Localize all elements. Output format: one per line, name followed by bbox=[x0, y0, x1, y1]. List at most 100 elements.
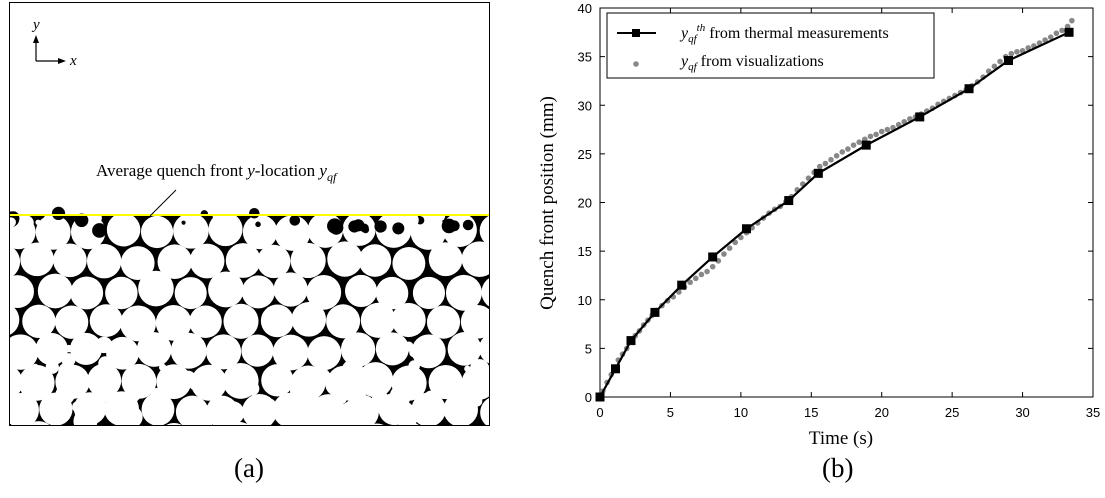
void-speck bbox=[471, 395, 483, 407]
thermal-marker bbox=[784, 196, 794, 206]
x-axis-title: Time (s) bbox=[809, 428, 873, 449]
pebble bbox=[70, 276, 104, 310]
void-speck bbox=[392, 353, 400, 361]
pebble bbox=[10, 275, 34, 309]
scatter-point bbox=[1008, 50, 1015, 57]
edge-speck bbox=[392, 222, 405, 235]
void-speck bbox=[354, 377, 372, 395]
void-speck bbox=[200, 377, 209, 386]
y-tick-label: 30 bbox=[578, 98, 592, 113]
void-speck bbox=[98, 356, 113, 371]
void-speck bbox=[298, 406, 322, 425]
pebble bbox=[291, 302, 327, 337]
void-speck bbox=[77, 340, 92, 355]
void-speck bbox=[121, 406, 143, 425]
scatter-point bbox=[1042, 37, 1048, 43]
void-speck bbox=[245, 381, 260, 396]
pebble bbox=[138, 270, 174, 307]
void-speck bbox=[159, 363, 167, 372]
void-speck bbox=[392, 392, 409, 409]
pebble bbox=[225, 243, 261, 278]
void-speck bbox=[32, 363, 39, 371]
scatter-point bbox=[732, 239, 739, 246]
void-speck bbox=[92, 407, 105, 420]
scatter-point bbox=[1053, 30, 1060, 37]
pebble bbox=[360, 302, 396, 338]
x-tick-label: 10 bbox=[734, 405, 748, 420]
void-speck bbox=[157, 375, 169, 388]
pebble bbox=[18, 364, 55, 401]
void-speck bbox=[64, 344, 73, 353]
y-tick-label: 0 bbox=[585, 390, 592, 405]
edge-speck bbox=[359, 223, 369, 233]
void-speck bbox=[347, 406, 354, 413]
scatter-point bbox=[721, 251, 727, 257]
scatter-point bbox=[1059, 27, 1065, 34]
void-speck bbox=[209, 338, 227, 356]
edge-speck bbox=[51, 206, 66, 221]
edge-speck bbox=[22, 227, 28, 233]
void-speck bbox=[61, 353, 76, 367]
scatter-point bbox=[1069, 17, 1075, 24]
thermal-marker bbox=[650, 307, 660, 317]
edge-speck bbox=[43, 214, 53, 223]
edge-speck bbox=[183, 215, 190, 223]
void-speck bbox=[274, 375, 288, 389]
edge-speck bbox=[329, 220, 344, 235]
void-speck bbox=[302, 399, 312, 409]
pebble bbox=[86, 243, 122, 279]
void-speck bbox=[97, 385, 115, 403]
pebble bbox=[340, 332, 376, 367]
pebble bbox=[208, 271, 244, 308]
void-speck bbox=[73, 409, 98, 425]
void-speck bbox=[464, 365, 471, 373]
pebble bbox=[460, 304, 489, 339]
scatter-point bbox=[833, 153, 840, 159]
pebble bbox=[22, 304, 56, 338]
void-speck bbox=[58, 362, 76, 380]
pebble bbox=[290, 242, 326, 279]
x-axis-ticks: 0 5 10 15 20 25 30 35 bbox=[596, 8, 1100, 420]
y-tick-label: 20 bbox=[578, 196, 592, 211]
void-speck bbox=[290, 382, 308, 400]
void-speck bbox=[132, 376, 154, 398]
void-speck bbox=[422, 396, 432, 405]
void-speck bbox=[409, 347, 420, 358]
scatter-point bbox=[991, 63, 998, 70]
edge-speck bbox=[181, 220, 186, 225]
void-speck bbox=[371, 391, 390, 409]
scatter-point bbox=[709, 263, 716, 270]
y-tick-label: 10 bbox=[578, 293, 592, 308]
y-tick-label: 35 bbox=[578, 50, 592, 65]
edge-speck bbox=[462, 219, 474, 231]
pebble bbox=[105, 276, 138, 310]
legend-entry-visualizations: yqf from visualizations bbox=[679, 53, 824, 73]
void-speck bbox=[279, 351, 290, 362]
legend-box bbox=[606, 12, 935, 79]
x-tick-label: 5 bbox=[667, 405, 674, 420]
void-speck bbox=[178, 370, 197, 389]
void-speck bbox=[484, 342, 489, 351]
x-tick-label: 15 bbox=[804, 405, 818, 420]
pebble bbox=[10, 365, 23, 400]
pebble bbox=[35, 333, 68, 366]
thermal-series bbox=[595, 27, 1074, 402]
void-speck bbox=[331, 385, 342, 396]
panel-a-label: (a) bbox=[234, 453, 264, 483]
pebble-bed-region bbox=[10, 206, 489, 425]
legend: yqfth from thermal measurements yqf from… bbox=[606, 12, 935, 79]
edge-speck bbox=[435, 211, 446, 222]
pebble bbox=[260, 304, 294, 338]
y-tick-label: 15 bbox=[578, 244, 592, 259]
pebble bbox=[241, 275, 275, 309]
pebble bbox=[37, 273, 73, 309]
x-tick-label: 25 bbox=[945, 405, 959, 420]
pebble bbox=[257, 244, 291, 279]
panel-b-label: (b) bbox=[822, 453, 854, 483]
pebble bbox=[54, 305, 89, 339]
pebble bbox=[89, 304, 123, 338]
pebble bbox=[155, 305, 192, 341]
pebble bbox=[10, 245, 21, 278]
scatter-point bbox=[704, 268, 710, 275]
pebble bbox=[166, 423, 182, 425]
